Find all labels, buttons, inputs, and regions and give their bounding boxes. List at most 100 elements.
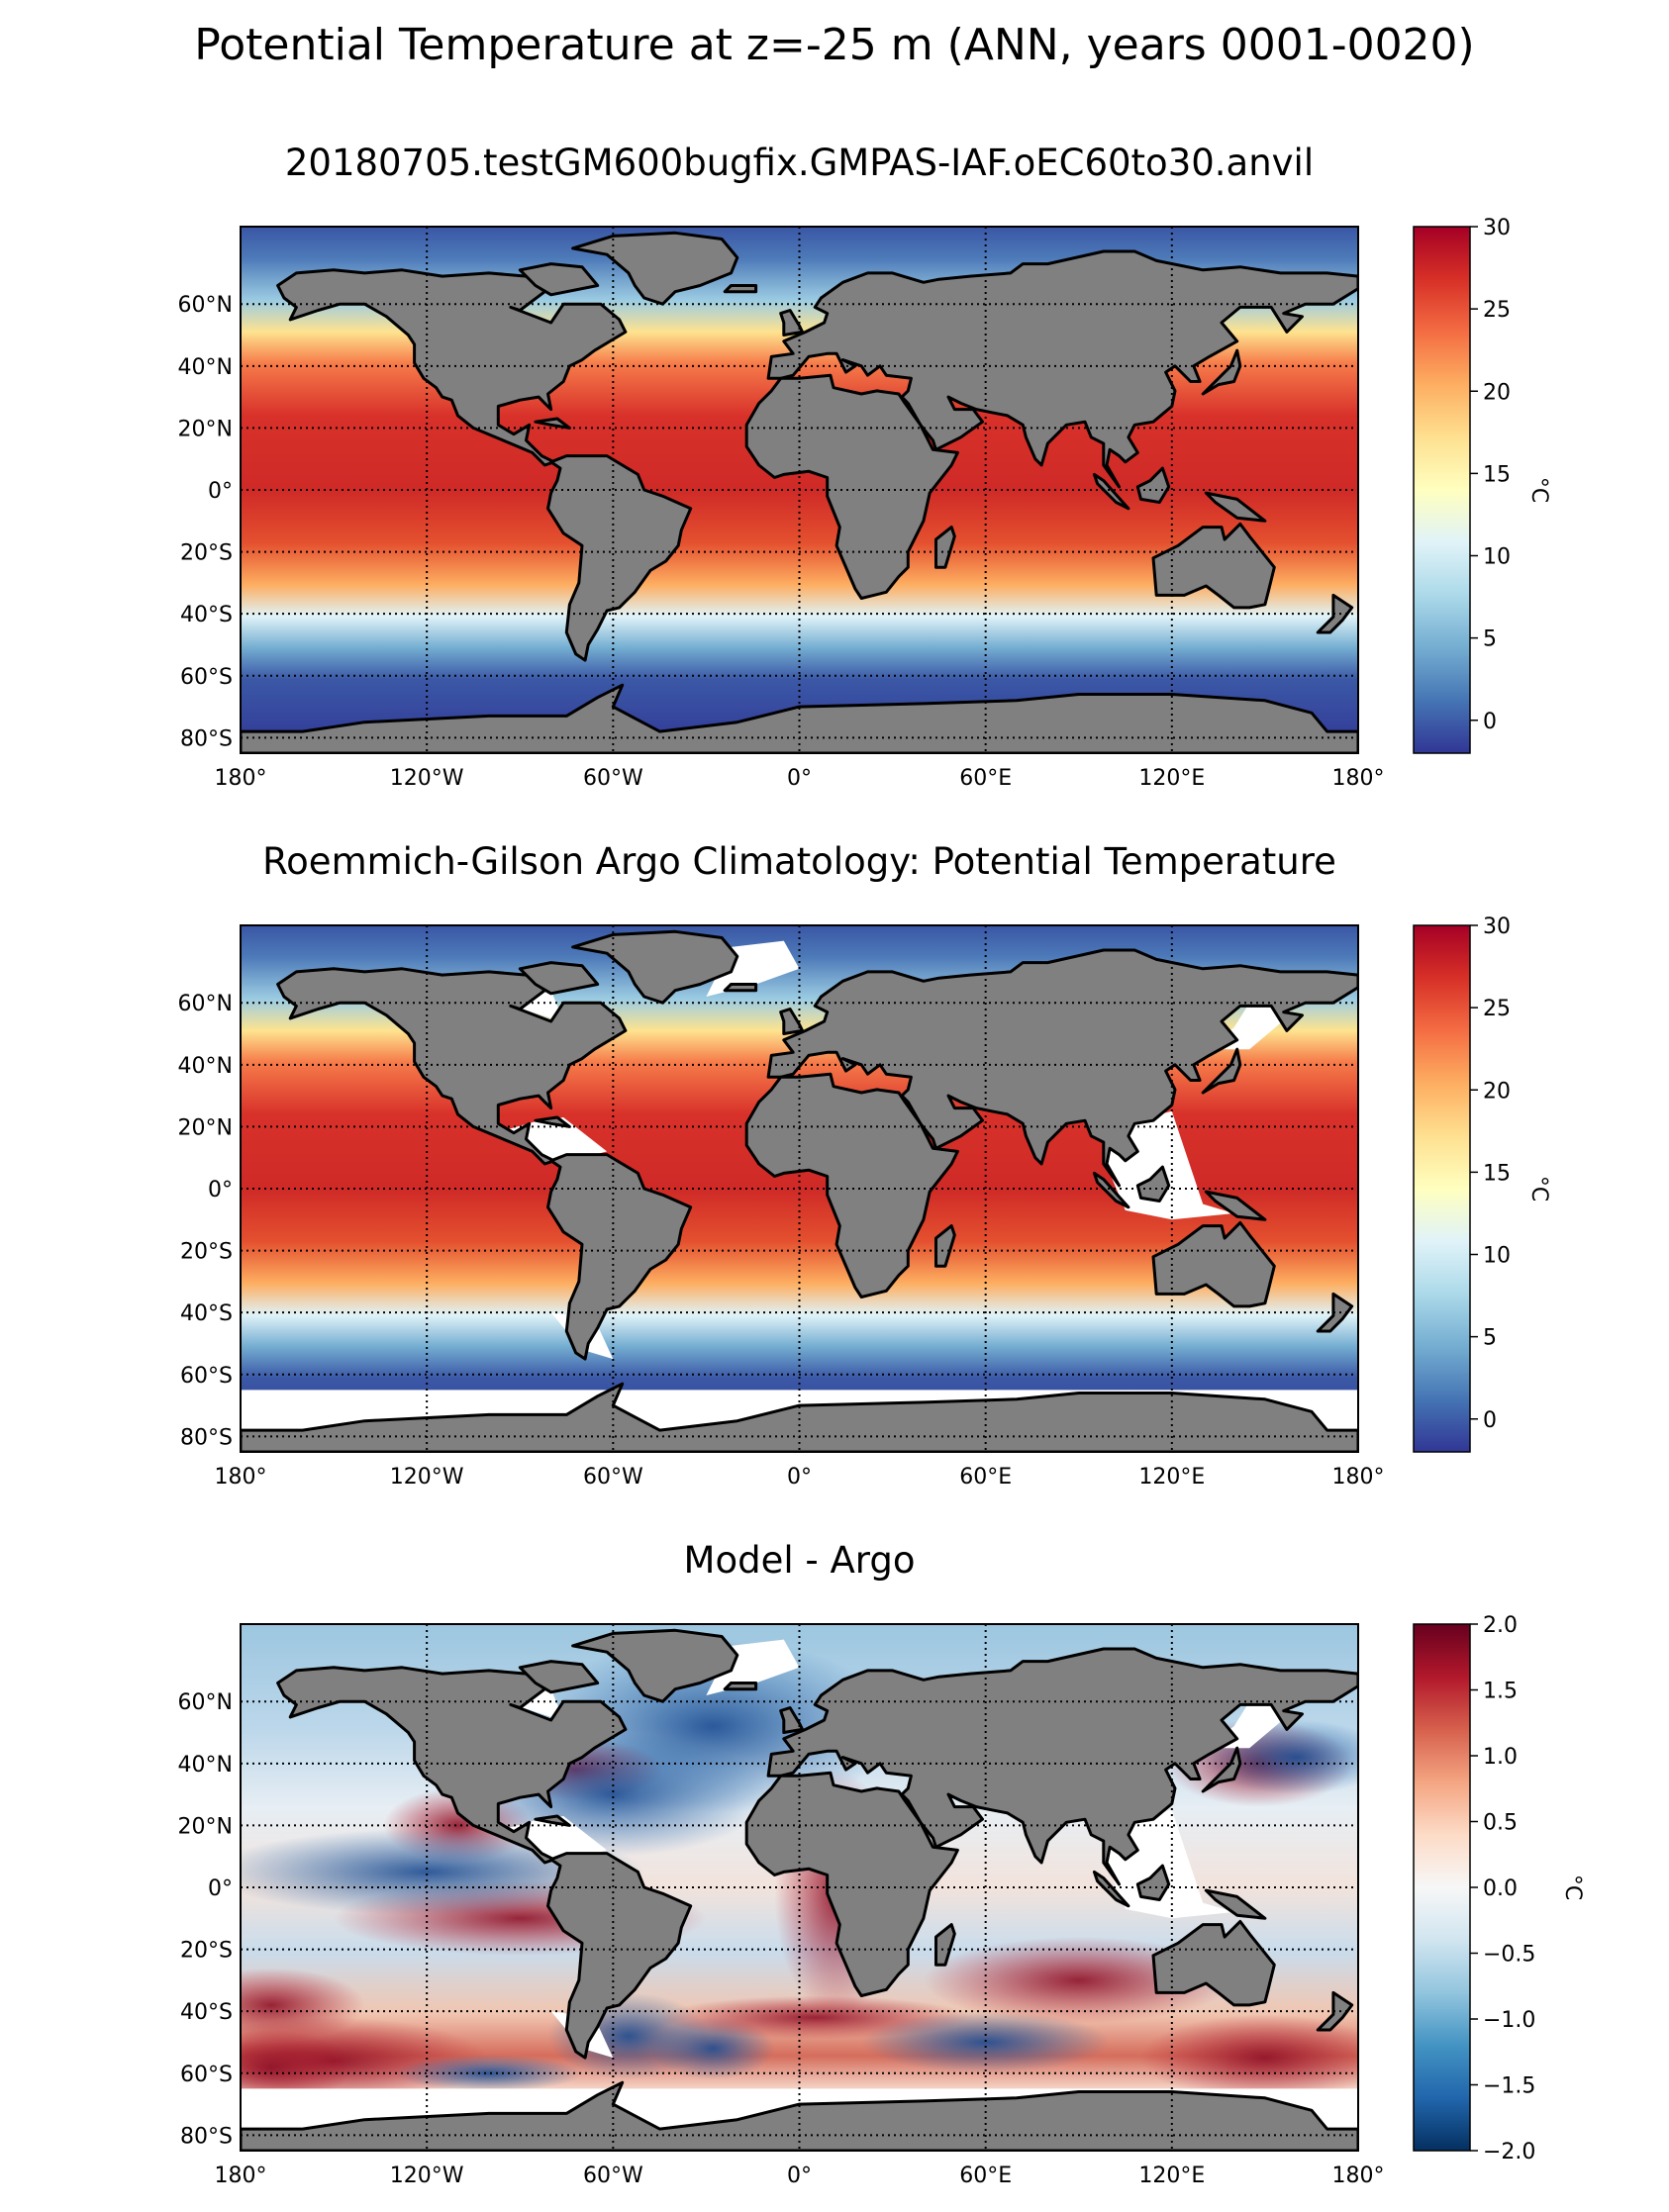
anomaly-blob [1140,2014,1358,2101]
anomaly-blob [241,2029,352,2105]
land-cuba [534,417,571,430]
land-new-guinea [1204,1190,1267,1221]
land-south-america [546,1852,693,2060]
lon-tick-label: 60°W [583,1465,643,1490]
land-sumatra [1092,1171,1130,1209]
colorbar-tick-label: 1.0 [1483,1745,1518,1770]
land-uk [779,1706,805,1734]
land-madagascar [934,526,956,569]
colorbar-ramp [1413,1623,1471,2152]
lon-tick-label: 120°E [1138,1465,1205,1490]
figure-title: Potential Temperature at z=-25 m (ANN, y… [194,20,1474,70]
lat-tick-label: 0° [208,1876,233,1901]
colorbar-tick-label: 5 [1483,1326,1497,1351]
lat-tick-label: 60°S [180,1364,233,1389]
lat-tick-label: 80°S [180,1425,233,1450]
map-area [241,227,1358,753]
colorbar-tick-label: 5 [1483,627,1497,652]
lon-tick-label: 0° [787,2164,812,2188]
anomaly-blob [241,1968,365,2043]
land-antarctica [241,1382,1358,1452]
colorbar-tick-label: −0.5 [1483,1943,1535,1968]
land-africa [744,1771,959,1997]
lat-tick-label: 20°N [178,1115,233,1140]
colorbar-tick-label: 25 [1483,997,1511,1021]
colorbar-ramp [1413,226,1471,754]
land-madagascar [934,1224,956,1268]
land-iceland [723,1682,758,1691]
lon-tick-label: 60°W [583,766,643,791]
lat-tick-label: 20°S [180,541,233,566]
colorbar-label: °C [1526,1176,1551,1202]
panels: 20180705.testGM600bugfix.GMPAS-IAF.oEC60… [178,142,1585,2188]
land-baffin-island [518,961,600,996]
lat-tick-label: 20°N [178,417,233,441]
colorbar-tick-label: −1.5 [1483,2074,1535,2099]
land-north-america [276,1666,628,1865]
colorbar-tick-label: 20 [1483,380,1511,405]
land-north-america [276,268,628,467]
colorbar: −2.0 −1.5 −1.0 −0.5 0.0 0.5 1.0 1.5 2.0 °C [1413,1613,1585,2164]
colorbar-tick-label: 15 [1483,1161,1511,1186]
map-area [241,1624,1358,2151]
colorbar-tick-label: −2.0 [1483,2140,1535,2164]
colorbar: 0 5 10 15 20 25 30 °C [1413,216,1551,754]
land-sumatra [1092,472,1130,511]
land-baffin-island [518,1660,600,1694]
lon-tick-label: 60°E [959,2164,1012,2188]
land-borneo [1135,1165,1171,1202]
lat-tick-label: 20°S [180,1240,233,1265]
land-africa [744,373,959,600]
lat-tick-label: 40°S [180,2000,233,2025]
land-borneo [1135,1864,1171,1901]
map-panel-1: 20180705.testGM600bugfix.GMPAS-IAF.oEC60… [178,142,1551,791]
map-frame [240,226,1359,754]
lon-tick-label: 120°E [1138,766,1205,791]
lon-tick-label: 180° [1332,766,1385,791]
lat-tick-label: 40°S [180,603,233,627]
land-japan [1201,348,1242,396]
land-new-guinea [1204,491,1267,523]
lon-tick-label: 120°E [1138,2164,1205,2188]
lat-tick-label: 60°N [178,1690,233,1715]
lat-tick-label: 40°N [178,1753,233,1778]
lon-tick-label: 120°W [390,2164,464,2188]
lat-tick-label: 20°N [178,1814,233,1839]
anomaly-blob [861,2011,1111,2073]
panel-title: 20180705.testGM600bugfix.GMPAS-IAF.oEC60… [285,142,1314,184]
map-area [241,925,1358,1452]
land-borneo [1135,466,1171,504]
map-frame [240,1623,1359,2152]
lat-tick-label: 0° [208,1178,233,1202]
land-africa [744,1072,959,1298]
colorbar-tick-label: −1.0 [1483,2008,1535,2033]
panel-title: Roemmich-Gilson Argo Climatology: Potent… [262,840,1336,883]
land-iceland [723,284,758,294]
lat-tick-label: 60°S [180,665,233,690]
colorbar-tick-label: 1.5 [1483,1680,1518,1704]
lon-tick-label: 120°W [390,1465,464,1490]
colorbar-tick-label: 30 [1483,914,1511,939]
lat-tick-label: 0° [208,479,233,504]
land-new-guinea [1204,1888,1267,1920]
missing-data-region [1103,1110,1234,1220]
lat-tick-label: 80°S [180,2124,233,2149]
lat-tick-label: 40°N [178,1054,233,1079]
colorbar-tick-label: 25 [1483,298,1511,323]
colorbar-label: °C [1526,477,1551,503]
colorbar-tick-label: 10 [1483,1244,1511,1269]
lon-tick-label: 180° [1332,1465,1385,1490]
colorbar-label: °C [1560,1875,1585,1900]
missing-data-region [1103,1809,1234,1919]
land-sumatra [1092,1870,1130,1908]
lat-tick-label: 40°N [178,355,233,380]
land-australia [1151,1919,1276,2007]
lat-tick-label: 40°S [180,1301,233,1326]
colorbar-tick-label: 0.5 [1483,1811,1518,1836]
land-uk [779,309,805,337]
colorbar-tick-label: 2.0 [1483,1613,1518,1638]
lon-tick-label: 60°E [959,1465,1012,1490]
lon-tick-label: 60°W [583,2164,643,2188]
land-antarctica [241,683,1358,753]
